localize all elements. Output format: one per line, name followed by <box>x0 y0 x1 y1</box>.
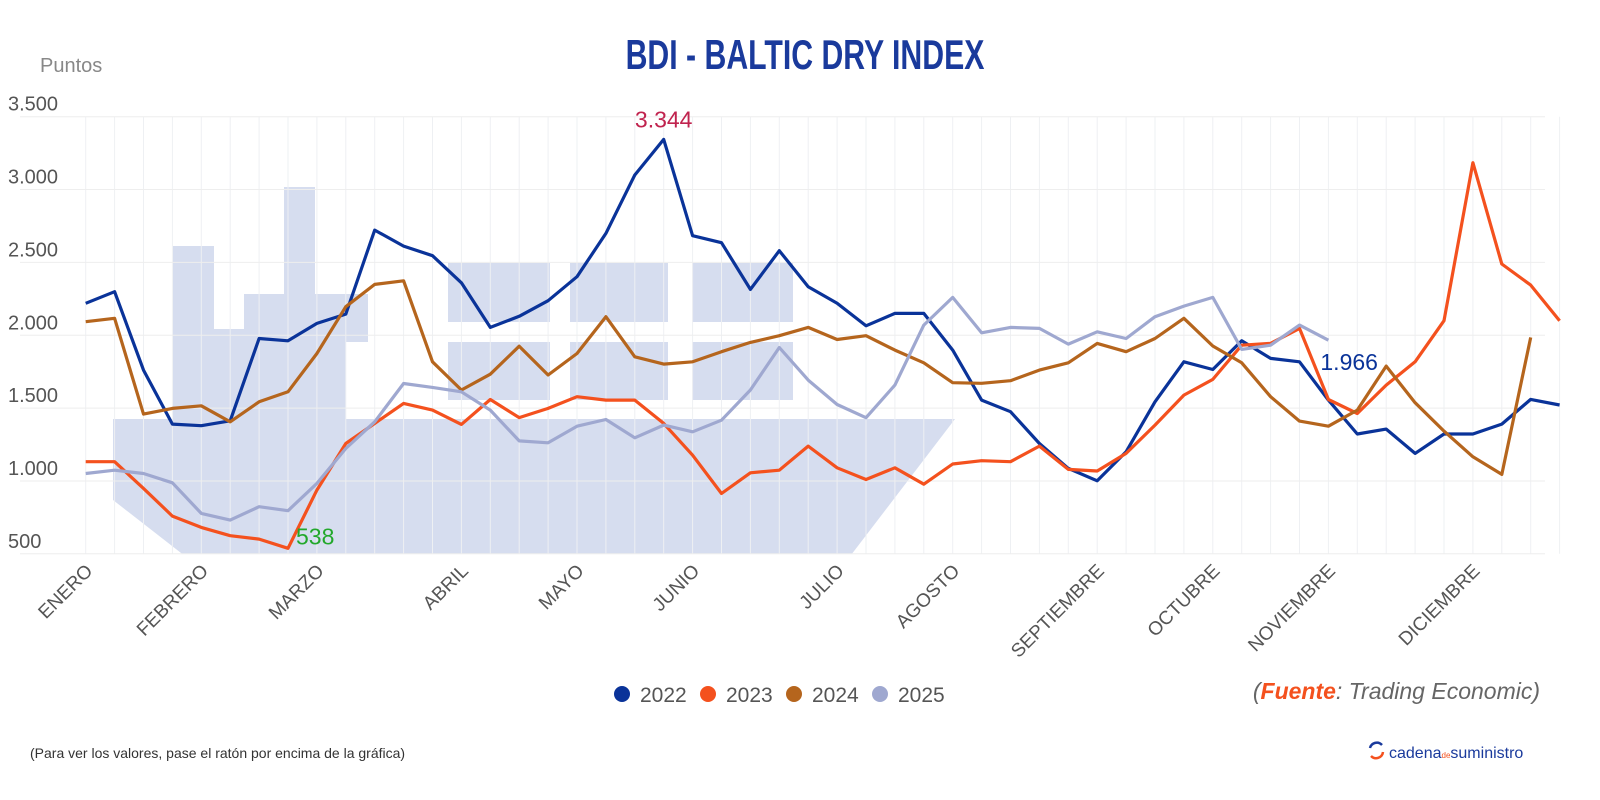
y-tick-label: 2.000 <box>8 312 58 334</box>
y-tick-label: 500 <box>8 531 41 553</box>
source-label: Fuente <box>1261 678 1337 704</box>
ship-container <box>570 263 668 322</box>
data-label-2023: 538 <box>296 523 334 549</box>
x-tick-label: FEBRERO <box>133 561 213 641</box>
y-tick-label: 1.000 <box>8 458 58 480</box>
ship-hull <box>113 419 955 554</box>
series-line-2022[interactable] <box>85 137 1560 483</box>
x-tick-label: JULIO <box>796 561 849 614</box>
footer-note: (Para ver los valores, pase el ratón por… <box>30 745 405 761</box>
series-line-2024[interactable] <box>85 279 1533 476</box>
y-axis-title: Puntos <box>40 55 102 77</box>
ship-superstructure <box>346 294 368 342</box>
x-tick-label: ENERO <box>35 561 98 624</box>
legend-label-2025: 2025 <box>898 684 945 707</box>
legend-label-2024: 2024 <box>812 684 859 707</box>
y-tick-label: 1.500 <box>8 385 58 407</box>
source-text: Trading Economic) <box>1342 678 1540 704</box>
chart-title: BDI - BALTIC DRY INDEX <box>626 31 985 78</box>
legend-label-2022: 2022 <box>640 684 687 707</box>
x-tick-label: NOVIEMBRE <box>1244 561 1339 656</box>
ship-superstructure <box>173 246 214 419</box>
ship-superstructure <box>284 187 315 419</box>
x-tick-label: AGOSTO <box>892 561 964 633</box>
svg-text:cadenadesuministro: cadenadesuministro <box>1389 745 1523 762</box>
ship-illustration <box>113 187 955 554</box>
legend-dot-2025 <box>872 686 888 702</box>
source-open: ( <box>1253 678 1263 704</box>
source-sep: : <box>1336 678 1342 704</box>
ship-superstructure <box>214 329 244 419</box>
x-axis: ENERO FEBRERO MARZO ABRIL MAYO JUNIO JULIO AGOS… <box>35 561 1485 662</box>
ship-superstructure <box>244 294 284 419</box>
source-note: (Fuente: Trading Economic) <box>1253 678 1540 704</box>
grid <box>20 116 1561 555</box>
x-tick-label: ABRIL <box>419 561 473 615</box>
x-tick-label: MARZO <box>265 561 328 624</box>
x-tick-label: SEPTIEMBRE <box>1007 561 1108 662</box>
logo-part3: suministro <box>1450 745 1523 762</box>
annotations: 3.344 538 1.966 <box>296 106 1378 549</box>
x-tick-label: MAYO <box>535 561 588 614</box>
y-tick-label: 2.500 <box>8 239 58 261</box>
y-axis: 500 1.000 1.500 2.000 2.500 3.000 3.500 <box>8 94 58 553</box>
legend-dot-2022 <box>614 686 630 702</box>
legend: 2022 2023 2024 2025 <box>614 684 945 707</box>
series-lines[interactable] <box>85 137 1561 550</box>
legend-dot-2023 <box>700 686 716 702</box>
ship-container <box>448 342 550 400</box>
x-tick-label: DICIEMBRE <box>1395 561 1485 651</box>
legend-dot-2024 <box>786 686 802 702</box>
ship-container <box>570 342 668 400</box>
logo: cadenadesuministro <box>1368 741 1523 762</box>
ship-container <box>692 263 793 322</box>
y-tick-label: 3.000 <box>8 167 58 189</box>
y-tick-label: 3.500 <box>8 94 58 116</box>
logo-part2: de <box>1442 751 1451 760</box>
x-tick-label: OCTUBRE <box>1144 561 1225 642</box>
x-tick-label: JUNIO <box>649 561 704 616</box>
data-label-2025: 1.966 <box>1320 349 1378 375</box>
circular-arrows-icon <box>1368 741 1385 760</box>
series-line-2025[interactable] <box>85 295 1330 522</box>
data-label-2022: 3.344 <box>635 106 693 132</box>
ship-container <box>448 263 550 322</box>
logo-part1: cadena <box>1389 745 1442 762</box>
legend-label-2023: 2023 <box>726 684 773 707</box>
